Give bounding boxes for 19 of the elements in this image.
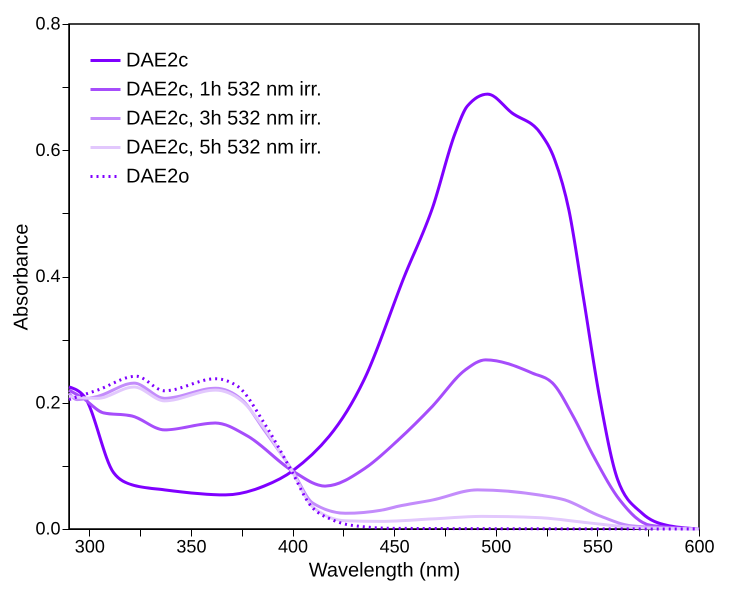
y-tick-label: 0.8 [35,14,60,34]
y-tick-label: 0.4 [35,266,60,286]
legend-label: DAE2o [126,166,190,188]
y-axis-title: Absorbance [10,224,32,330]
x-tick-label: 400 [278,536,308,556]
x-tick-label: 300 [74,536,105,556]
x-tick-label: 600 [684,536,715,556]
legend-label: DAE2c, 3h 532 nm irr. [126,108,322,130]
x-tick-label: 450 [380,536,410,556]
legend-label: DAE2c [126,50,188,72]
y-tick-label: 0.6 [35,140,60,160]
y-tick-label: 0.0 [35,518,60,538]
x-tick-label: 550 [582,536,613,556]
x-tick-label: 350 [176,536,206,556]
legend-label: DAE2c, 1h 532 nm irr. [126,78,322,100]
legend-label: DAE2c, 5h 532 nm irr. [126,136,322,158]
y-tick-label: 0.2 [35,392,60,412]
x-tick-label: 500 [481,536,512,556]
x-axis-title: Wavelength (nm) [308,560,460,582]
